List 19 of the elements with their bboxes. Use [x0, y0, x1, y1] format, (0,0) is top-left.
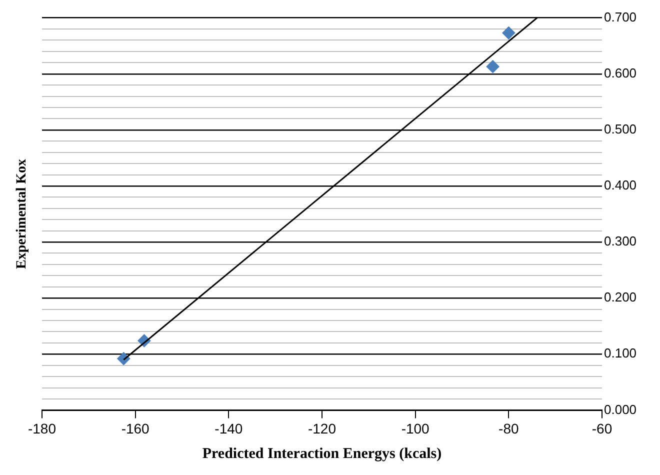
y-tick-label: 0.600 — [604, 65, 637, 80]
y-tick-label: 0.000 — [604, 402, 637, 417]
x-axis-title: Predicted Interaction Energys (kcals) — [202, 446, 442, 462]
y-tick-label: 0.100 — [604, 346, 637, 361]
x-tick-label: -120 — [308, 420, 336, 436]
y-axis-title: Experimental Kox — [14, 158, 30, 270]
y-tick-label: 0.300 — [604, 234, 637, 249]
y-tick-label: 0.500 — [604, 121, 637, 136]
x-tick-label: -160 — [121, 420, 150, 436]
x-tick-label: -100 — [401, 420, 430, 436]
x-tick-label: -180 — [28, 420, 56, 436]
x-tick-label: -80 — [498, 420, 519, 436]
point — [486, 60, 500, 74]
y-tick-label: 0.700 — [604, 9, 637, 24]
y-tick-label: 0.400 — [604, 178, 637, 193]
x-tick-label: -140 — [214, 420, 243, 436]
point — [502, 26, 516, 40]
y-tick-label: 0.200 — [604, 290, 637, 305]
x-tick-label: -60 — [592, 420, 612, 436]
